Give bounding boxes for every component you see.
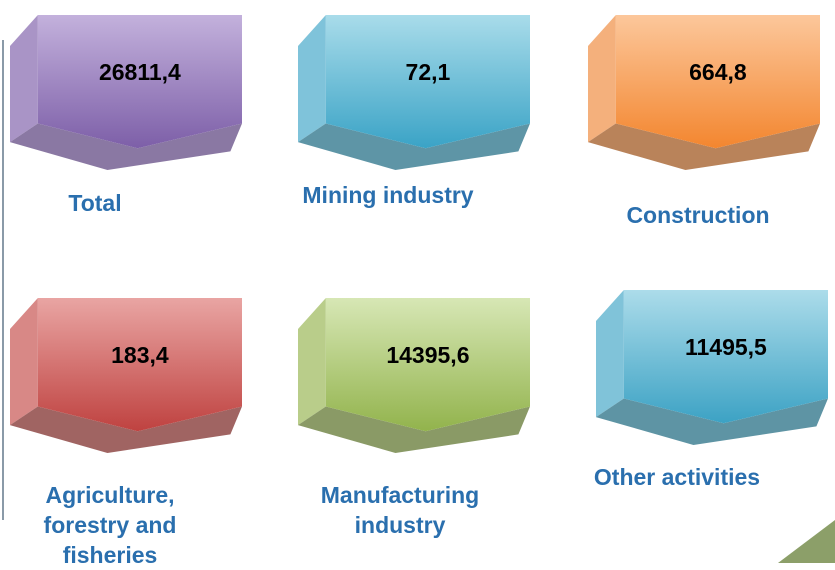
value: 14395,6	[386, 342, 469, 368]
side-face	[588, 15, 616, 143]
bottom-face	[596, 398, 828, 445]
front-face	[37, 15, 243, 149]
label: Other activities	[593, 464, 761, 490]
front-face	[325, 15, 530, 149]
side-face	[10, 15, 38, 143]
label: Mining industry	[302, 182, 474, 208]
bottom-face	[298, 123, 530, 170]
side-face	[298, 298, 326, 426]
corner-decoration	[778, 520, 835, 563]
front-face	[615, 15, 820, 149]
bottom-face	[298, 406, 530, 453]
label: Total	[68, 190, 122, 216]
front-face	[325, 298, 530, 432]
label: Agriculture, forestry and fisheries	[43, 482, 177, 568]
side-face	[298, 15, 326, 143]
value: 72,1	[406, 59, 451, 85]
value: 183,4	[111, 342, 169, 368]
bottom-face	[10, 123, 242, 170]
front-face	[37, 298, 243, 432]
side-face	[10, 298, 38, 426]
value: 664,8	[689, 59, 747, 85]
side-face	[596, 290, 624, 418]
front-face	[623, 290, 828, 424]
value: 26811,4	[99, 59, 181, 85]
bottom-face	[10, 406, 242, 453]
label: Manufacturing industry	[320, 482, 480, 538]
label: Construction	[626, 202, 770, 228]
bottom-face	[588, 123, 820, 170]
value: 11495,5	[685, 334, 767, 360]
